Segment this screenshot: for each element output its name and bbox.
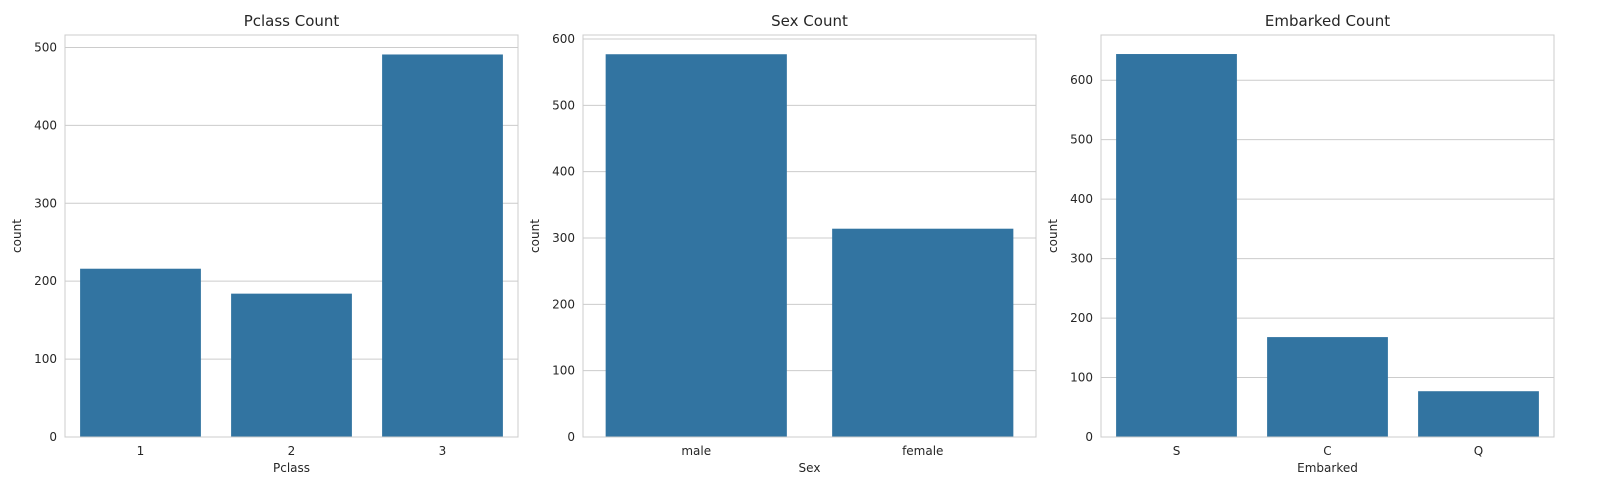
bar-Q — [1418, 391, 1539, 437]
bar-C — [1267, 337, 1388, 437]
y-tick-label: 100 — [552, 364, 575, 378]
y-tick-label: 0 — [1085, 430, 1093, 444]
x-tick-label: 3 — [439, 444, 447, 458]
y-axis-label: count — [1046, 219, 1060, 253]
x-axis-label: Pclass — [273, 461, 310, 475]
y-tick-label: 400 — [552, 165, 575, 179]
bar-male — [605, 54, 787, 438]
y-tick-label: 500 — [552, 98, 575, 112]
bar-3 — [382, 54, 503, 437]
x-tick-label: S — [1173, 444, 1181, 458]
y-tick-label: 300 — [34, 196, 57, 210]
bar-female — [832, 228, 1014, 437]
x-tick-label: 1 — [137, 444, 145, 458]
bar-1 — [80, 268, 201, 437]
y-tick-label: 600 — [1070, 73, 1093, 87]
y-tick-label: 500 — [1070, 133, 1093, 147]
x-tick-label: female — [902, 444, 943, 458]
x-axis-label: Sex — [799, 461, 821, 475]
y-tick-label: 100 — [1070, 371, 1093, 385]
bar-S — [1116, 54, 1237, 437]
x-tick-label: male — [681, 444, 711, 458]
y-tick-label: 0 — [567, 430, 575, 444]
y-tick-label: 400 — [1070, 192, 1093, 206]
y-tick-label: 300 — [1070, 252, 1093, 266]
axes-frame — [582, 34, 1037, 438]
y-tick-label: 600 — [552, 32, 575, 46]
y-tick-label: 200 — [552, 297, 575, 311]
y-tick-label: 200 — [1070, 311, 1093, 325]
chart-panel-3: 0 100 200 300 400 500 600 S C Q Embarked Count Emba… — [1046, 12, 1555, 475]
bar-2 — [231, 293, 352, 437]
x-tick-label: Q — [1474, 444, 1483, 458]
y-tick-label: 200 — [34, 274, 57, 288]
y-axis-label: count — [10, 219, 24, 253]
chart-panel-2: 0 100 200 300 400 500 600 male female Sex Count Se… — [528, 12, 1037, 475]
x-tick-label: C — [1323, 444, 1331, 458]
y-tick-label: 0 — [49, 430, 57, 444]
y-tick-label: 500 — [34, 40, 57, 54]
x-tick-label: 2 — [288, 444, 296, 458]
axes-frame — [64, 34, 519, 438]
chart-title: Sex Count — [771, 12, 848, 30]
y-tick-label: 400 — [34, 118, 57, 132]
y-tick-label: 300 — [552, 231, 575, 245]
chart-title: Pclass Count — [244, 12, 340, 30]
axes-frame — [1100, 34, 1555, 438]
chart-panel-1: 0 100 200 300 400 500 1 2 3 Pclass Count Pclass cou… — [10, 12, 519, 475]
x-axis-label: Embarked — [1297, 461, 1358, 475]
y-tick-label: 100 — [34, 352, 57, 366]
chart-title: Embarked Count — [1265, 12, 1390, 30]
y-axis-label: count — [528, 219, 542, 253]
